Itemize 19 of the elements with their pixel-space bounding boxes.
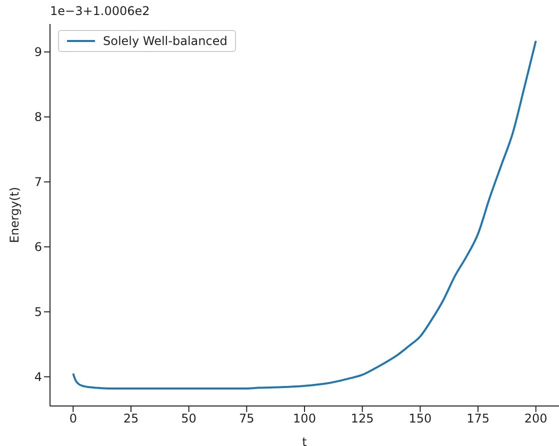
x-tick-label: 150 [408,412,432,426]
y-tick-label: 6 [34,240,42,254]
y-tick-label: 8 [34,110,42,124]
y-tick-label: 9 [34,45,42,60]
x-tick-label: 200 [524,412,548,426]
y-axis-title: Energy(t) [7,186,22,244]
text: 1e−3+1.0006e2 [50,4,150,18]
x-tick-label: 175 [466,412,490,426]
x-axis-title: t [302,435,308,446]
y-tick-label: 7 [34,175,42,190]
x-tick-label: 50 [181,412,196,426]
y-tick-label: 5 [34,305,42,320]
x-tick-label: 100 [293,412,316,426]
x-tick-label: 125 [350,412,374,426]
x-tick-label: 25 [123,412,139,426]
x-tick-label: 0 [69,412,77,426]
x-tick-label: 75 [239,412,254,426]
legend-label: Solely Well-balanced [103,34,228,48]
y-tick-label: 4 [34,370,42,384]
